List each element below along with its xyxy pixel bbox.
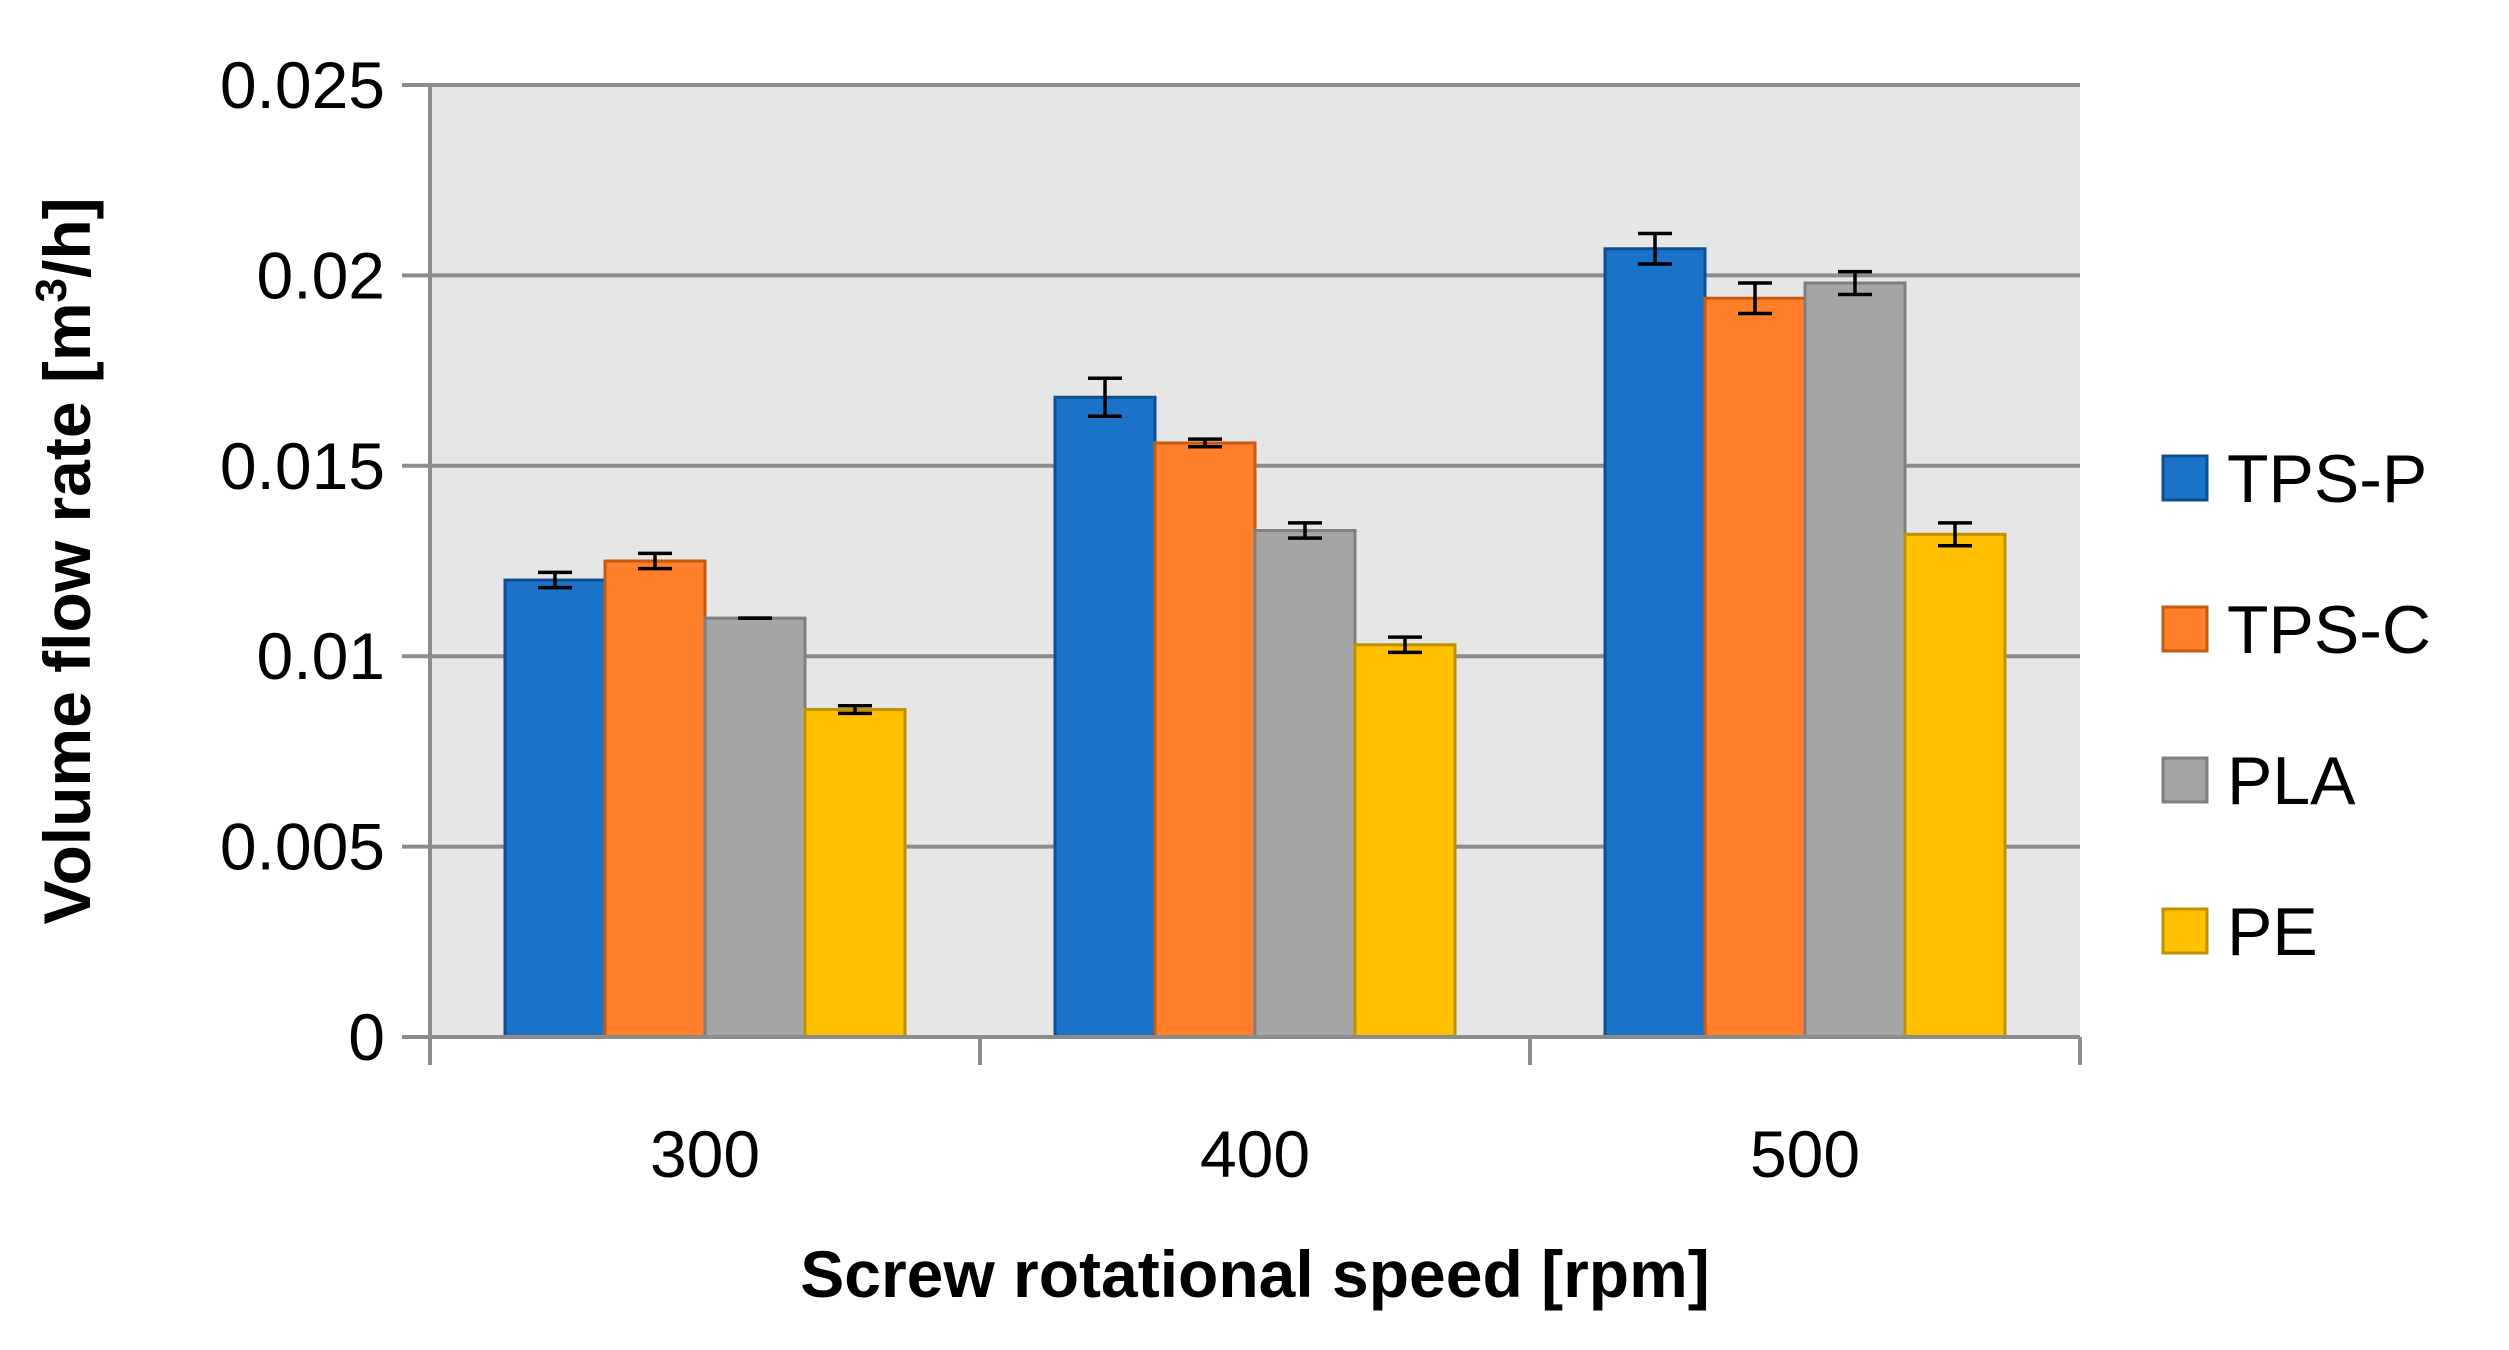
bar-tps-c-500 xyxy=(1703,296,1807,1039)
bars xyxy=(503,247,2007,1039)
bar-pe-500 xyxy=(1903,532,2007,1039)
y-axis-title-superscript: 3 xyxy=(27,278,76,302)
legend-label-tps-p: TPS-P xyxy=(2227,441,2427,517)
legend-label-pla: PLA xyxy=(2227,743,2356,819)
bar-tps-c-300 xyxy=(603,559,707,1039)
bar-pe-400 xyxy=(1353,643,1457,1039)
x-axis-title: Screw rotational speed [rpm] xyxy=(800,1237,1710,1311)
bar-tps-p-500 xyxy=(1603,247,1707,1039)
x-tick-label: 500 xyxy=(1750,1117,1860,1191)
error-bars xyxy=(538,231,1972,716)
x-tick-label: 400 xyxy=(1200,1117,1310,1191)
y-tick-label: 0.01 xyxy=(257,619,385,693)
y-tick-label: 0.025 xyxy=(220,48,385,122)
legend: TPS-P TPS-C PLA PE xyxy=(2161,441,2431,970)
bar-tps-c-400 xyxy=(1153,441,1257,1039)
y-axis-title-prefix: Volume flow rate [m xyxy=(30,302,104,924)
y-tick-label: 0.02 xyxy=(257,238,385,312)
y-tick-label: 0 xyxy=(348,1000,385,1074)
bar-pe-300 xyxy=(803,708,907,1039)
bar-pla-400 xyxy=(1253,529,1357,1039)
bar-pla-500 xyxy=(1803,281,1907,1039)
x-tick-label: 300 xyxy=(650,1117,760,1191)
y-tick-label: 0.015 xyxy=(220,429,385,503)
axes xyxy=(428,85,2082,1065)
y-tick-labels: 0 0.005 0.01 0.015 0.02 0.025 xyxy=(220,48,385,1074)
y-axis-title-suffix: /h] xyxy=(30,197,104,278)
legend-label-pe: PE xyxy=(2227,894,2318,970)
legend-swatch-tps-p xyxy=(2161,454,2209,502)
legend-label-tps-c: TPS-C xyxy=(2227,592,2431,668)
x-tick-labels: 300 400 500 xyxy=(650,1117,1860,1191)
legend-swatch-pla xyxy=(2161,756,2209,804)
y-tick-label: 0.005 xyxy=(220,810,385,884)
bar-pla-300 xyxy=(703,616,807,1039)
legend-swatch-tps-c xyxy=(2161,605,2209,653)
bar-tps-p-400 xyxy=(1053,395,1157,1039)
bar-tps-p-300 xyxy=(503,578,607,1039)
y-axis-title: Volume flow rate [m3/h] xyxy=(27,197,104,924)
legend-swatch-pe xyxy=(2161,907,2209,955)
